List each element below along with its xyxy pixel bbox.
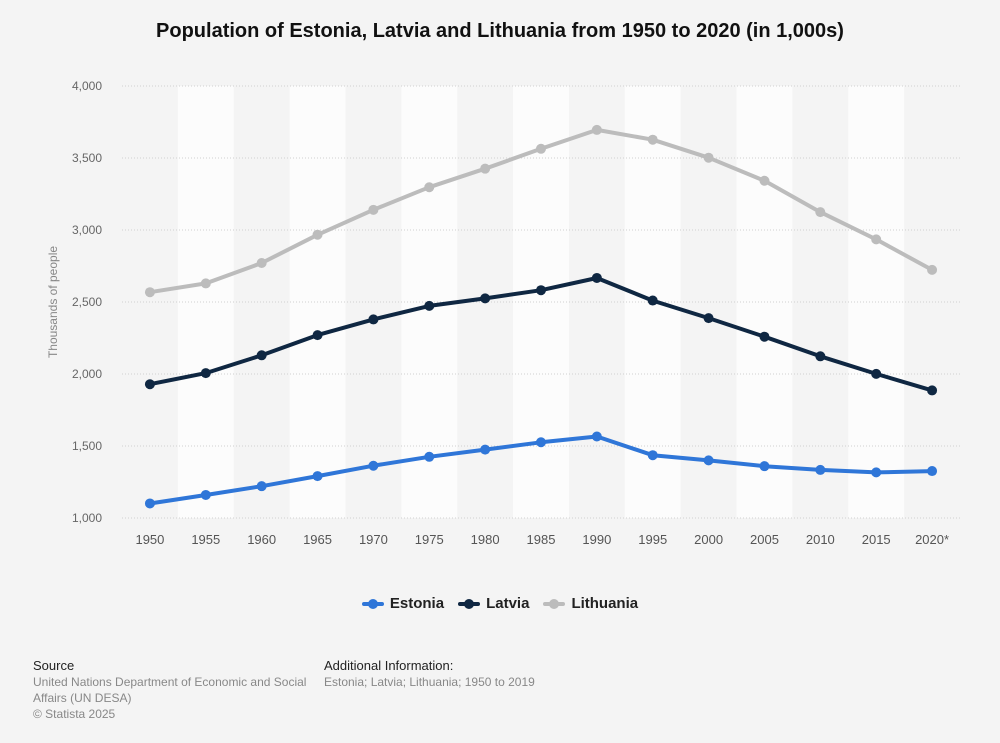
legend-item-lithuania[interactable]: Lithuania xyxy=(543,595,638,612)
line-chart: 1,000 1,500 2,000 2,500 3,000 3,500 4,000 1950 1… xyxy=(46,79,960,547)
data-point-latvia xyxy=(144,379,155,390)
source-block: Source United Nations Department of Econ… xyxy=(33,658,323,722)
data-point-estonia xyxy=(647,450,658,461)
data-point-latvia xyxy=(536,285,546,296)
data-point-lithuania xyxy=(368,204,379,215)
data-point-estonia xyxy=(256,481,267,492)
data-point-latvia xyxy=(703,313,714,324)
chart-title: Population of Estonia, Latvia and Lithua… xyxy=(156,20,844,42)
data-point-lithuania xyxy=(312,229,323,240)
data-point-latvia xyxy=(480,293,491,304)
data-point-lithuania xyxy=(536,143,546,154)
additional-info-block: Additional Information: Estonia; Latvia;… xyxy=(324,658,624,690)
data-point-latvia xyxy=(256,350,267,361)
x-tick-label: 1955 xyxy=(191,532,220,547)
data-point-estonia xyxy=(200,489,211,500)
data-point-estonia xyxy=(927,466,938,477)
x-tick-label: 2005 xyxy=(750,532,779,547)
source-text[interactable]: United Nations Department of Economic an… xyxy=(33,675,307,705)
x-tick-label: 1990 xyxy=(582,532,611,547)
x-tick-label: 1970 xyxy=(359,532,388,547)
x-tick-label: 1965 xyxy=(303,532,332,547)
x-tick-label: 1985 xyxy=(527,532,556,547)
legend-label-estonia: Estonia xyxy=(389,595,445,612)
legend-label-lithuania: Lithuania xyxy=(571,595,639,612)
data-point-estonia xyxy=(759,461,770,472)
legend-label-latvia: Latvia xyxy=(486,595,530,612)
data-point-latvia xyxy=(591,272,602,283)
data-point-estonia xyxy=(480,444,491,455)
legend: Estonia Latvia Lithuania xyxy=(0,595,1000,612)
x-tick-label: 2020* xyxy=(915,532,949,547)
data-point-lithuania xyxy=(647,134,658,145)
data-point-lithuania xyxy=(927,264,938,275)
y-tick-label: 1,000 xyxy=(72,511,102,525)
data-point-estonia xyxy=(871,467,882,478)
data-point-lithuania xyxy=(200,278,211,289)
data-point-latvia xyxy=(368,314,379,325)
y-axis-label: Thousands of people xyxy=(46,246,60,358)
data-point-estonia xyxy=(815,464,826,475)
x-tick-label: 1995 xyxy=(638,532,667,547)
data-point-lithuania xyxy=(871,234,882,245)
data-point-estonia xyxy=(703,455,714,466)
legend-item-latvia[interactable]: Latvia xyxy=(458,595,529,612)
data-point-estonia xyxy=(536,437,546,448)
legend-item-estonia[interactable]: Estonia xyxy=(361,595,445,612)
x-tick-label: 2010 xyxy=(806,532,835,547)
data-point-latvia xyxy=(815,351,826,362)
data-point-lithuania xyxy=(424,182,435,193)
x-tick-label: 1960 xyxy=(247,532,276,547)
source-heading: Source xyxy=(33,658,75,673)
y-tick-label: 2,000 xyxy=(72,367,102,381)
data-point-lithuania xyxy=(815,207,826,218)
data-point-estonia xyxy=(368,460,379,471)
data-point-lithuania xyxy=(591,124,602,135)
column-band xyxy=(848,86,905,518)
data-point-latvia xyxy=(200,368,211,379)
data-point-latvia xyxy=(927,385,938,396)
y-tick-label: 3,500 xyxy=(72,151,102,165)
data-point-latvia xyxy=(312,330,323,341)
copyright-text: © Statista 2025 xyxy=(33,707,116,721)
y-tick-label: 1,500 xyxy=(72,439,102,453)
data-point-latvia xyxy=(871,368,882,379)
data-point-estonia xyxy=(591,431,602,442)
data-point-estonia xyxy=(424,451,435,462)
data-point-lithuania xyxy=(480,163,491,174)
data-point-lithuania xyxy=(759,175,770,186)
x-tick-label: 2000 xyxy=(694,532,723,547)
data-point-latvia xyxy=(647,295,658,306)
data-point-estonia xyxy=(144,498,155,509)
x-tick-label: 2015 xyxy=(862,532,891,547)
data-point-latvia xyxy=(759,331,770,342)
y-tick-label: 2,500 xyxy=(72,295,102,309)
legend-marker-latvia xyxy=(458,598,481,610)
x-tick-label: 1950 xyxy=(135,532,164,547)
data-point-latvia xyxy=(424,300,435,311)
column-band xyxy=(177,86,234,518)
additional-info-heading: Additional Information: xyxy=(324,658,454,673)
data-point-lithuania xyxy=(144,287,155,298)
x-tick-label: 1975 xyxy=(415,532,444,547)
data-point-lithuania xyxy=(703,152,714,163)
data-point-lithuania xyxy=(256,257,267,268)
y-tick-label: 4,000 xyxy=(72,79,102,93)
x-tick-label: 1980 xyxy=(471,532,500,547)
legend-marker-lithuania xyxy=(543,598,566,610)
legend-marker-estonia xyxy=(361,598,384,610)
y-tick-label: 3,000 xyxy=(72,223,102,237)
data-point-estonia xyxy=(312,471,323,482)
additional-info-text: Estonia; Latvia; Lithuania; 1950 to 2019 xyxy=(324,675,535,689)
